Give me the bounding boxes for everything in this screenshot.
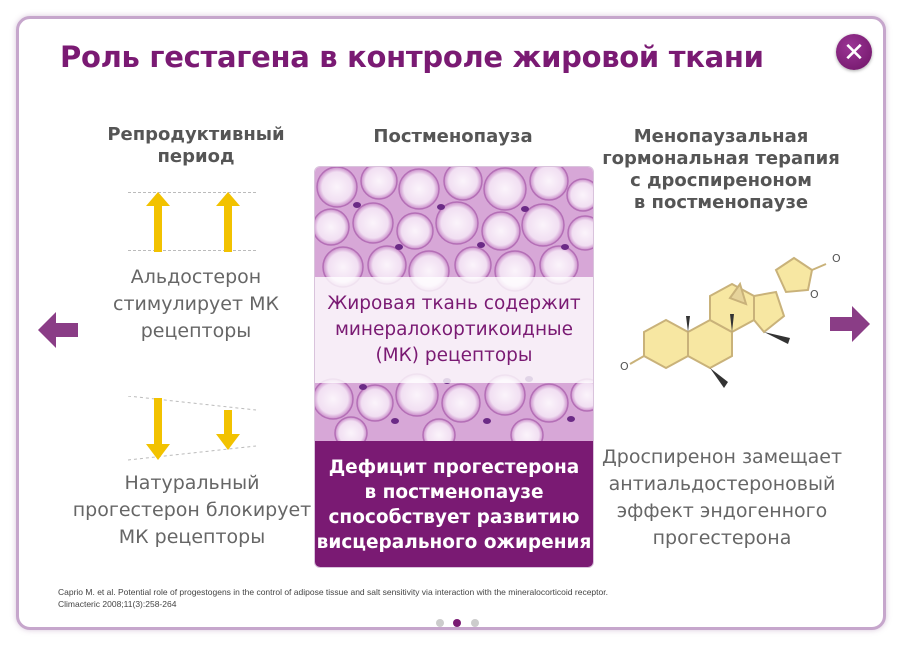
pagination-dot[interactable] (436, 619, 444, 627)
svg-text:O: O (620, 360, 629, 373)
adipose-tissue-panel: Жировая ткань содержит минералокортикоид… (314, 166, 594, 568)
pagination-dot-active[interactable] (453, 619, 462, 627)
svg-text:O: O (832, 252, 841, 265)
arrow-up-icon (216, 192, 240, 252)
left-column-heading: Репродуктивный период (107, 124, 285, 167)
arrow-right-icon[interactable] (830, 304, 870, 344)
left-bottom-text: Натуральный прогестерон блокирует МК рец… (72, 472, 312, 548)
page-title: Роль гестагена в контроле жировой ткани (60, 40, 764, 74)
citation-line: Caprio M. et al. Potential role of proge… (58, 587, 608, 597)
center-column-heading: Постменопауза (373, 126, 533, 147)
arrow-up-icon (146, 192, 170, 252)
divider (128, 192, 256, 193)
close-icon: ✕ (843, 37, 865, 67)
arrow-down-icon (216, 410, 240, 450)
drospirenone-molecule-icon: O O O (620, 252, 841, 388)
center-conclusion: Дефицит прогестерона в постменопаузе спо… (315, 441, 593, 567)
citation-line: Climacteric 2008;11(3):258-264 (58, 599, 177, 609)
citation: Caprio M. et al. Potential role of proge… (58, 586, 758, 610)
divider (128, 250, 256, 251)
arrow-left-icon[interactable] (38, 310, 78, 350)
right-column-heading: Менопаузальная гормональная терапия с др… (602, 126, 840, 213)
close-button[interactable]: ✕ (836, 34, 872, 70)
tissue-caption: Жировая ткань содержит минералокортикоид… (315, 277, 593, 383)
arrow-down-icon (146, 398, 170, 460)
pagination-dot[interactable] (470, 619, 479, 627)
pagination (436, 614, 484, 627)
left-top-text: Альдостерон стимулирует МК рецепторы (113, 266, 279, 342)
svg-text:O: O (810, 288, 819, 301)
right-bottom-text: Дроспиренон замещает антиальдостероновый… (601, 446, 843, 549)
